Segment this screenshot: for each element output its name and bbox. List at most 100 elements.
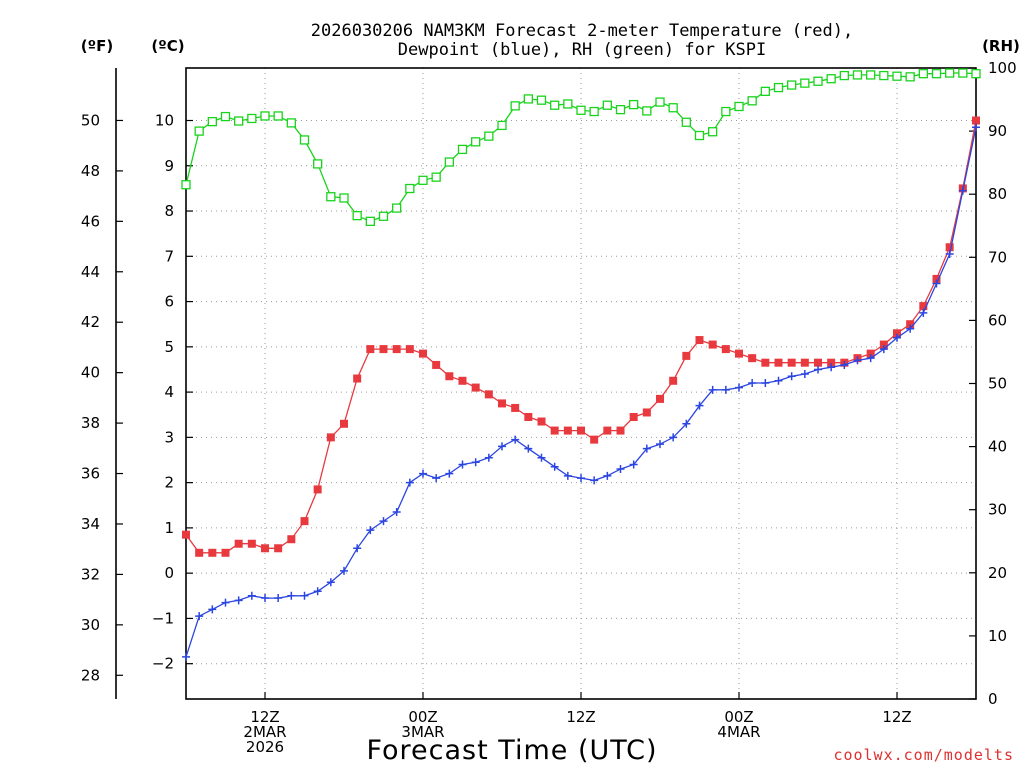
rh-point-57 [931, 69, 942, 79]
fahrenheit-tick-label-3: 34 [81, 515, 100, 533]
temperature-point-41 [721, 345, 730, 354]
axes: −2−1012345678910283032343638404244464850… [81, 59, 1017, 708]
temperature-point-0 [182, 530, 190, 539]
dewpoint-point-43 [748, 379, 757, 388]
rh-point-10 [313, 159, 323, 169]
x-axis-title: Forecast Time (UTC) [366, 735, 657, 766]
temperature-point-5 [247, 539, 256, 548]
fahrenheit-tick-label-2: 32 [81, 565, 100, 583]
source-credit: coolwx.com/modelts [833, 746, 1014, 764]
temperature-point-29 [563, 426, 572, 435]
dewpoint-point-46 [787, 372, 796, 381]
temperature-point-2 [208, 548, 217, 557]
dewpoint-point-54 [893, 333, 901, 342]
fahrenheit-tick-label-1: 30 [81, 616, 100, 634]
celsius-tick-label-5: 3 [164, 428, 174, 446]
dewpoint-point-4 [234, 596, 243, 605]
dewpoint-point-31 [590, 476, 599, 485]
temperature-point-35 [642, 408, 651, 417]
dewpoint-series [182, 123, 980, 661]
dewpoint-point-37 [669, 433, 678, 442]
rh-tick-label-3: 30 [988, 501, 1007, 519]
rh-tick-label-10: 100 [988, 59, 1017, 77]
temperature-point-17 [405, 345, 414, 354]
chart-title-line-1: 2026030206 NAM3KM Forecast 2-meter Tempe… [311, 21, 853, 41]
temperature-point-46 [787, 358, 796, 367]
temperature-point-7 [274, 544, 283, 553]
temperature-line [185, 120, 977, 554]
rh-point-52 [866, 70, 876, 80]
dewpoint-point-29 [563, 471, 572, 480]
dewpoint-point-39 [695, 401, 704, 410]
x-tick-label-0-line-1: 2MAR [243, 723, 286, 741]
temperature-point-39 [695, 336, 704, 345]
dewpoint-point-13 [353, 544, 362, 553]
dewpoint-point-20 [445, 469, 454, 478]
rh-point-30 [576, 105, 586, 115]
dewpoint-point-36 [656, 440, 664, 449]
rh-point-40 [708, 127, 718, 137]
temperature-point-52 [866, 349, 875, 358]
dewpoint-point-52 [866, 354, 875, 363]
dewpoint-point-1 [195, 612, 204, 621]
rh-point-23 [484, 131, 494, 141]
rh-point-15 [378, 211, 389, 221]
dewpoint-point-22 [471, 458, 480, 467]
fahrenheit-tick-label-9: 46 [81, 212, 100, 230]
x-tick-label-3-line-1: 4MAR [717, 723, 760, 741]
temperature-point-24 [498, 399, 506, 408]
rh-point-48 [813, 76, 823, 86]
dewpoint-point-9 [300, 591, 309, 600]
temperature-point-6 [261, 544, 269, 553]
dewpoint-point-34 [629, 460, 638, 469]
rh-tick-label-1: 10 [988, 627, 1007, 645]
temperature-point-30 [577, 426, 585, 435]
celsius-tick-label-3: 1 [164, 519, 174, 537]
temperature-point-58 [945, 243, 954, 252]
rh-point-45 [773, 82, 784, 93]
rh-point-38 [681, 117, 691, 127]
dewpoint-point-48 [814, 365, 822, 374]
chart-title-line-2: Dewpoint (blue), RH (green) for KSPI [398, 40, 766, 60]
rh-point-11 [326, 192, 336, 202]
temperature-point-23 [484, 390, 493, 399]
temperature-point-21 [458, 376, 467, 385]
temperature-point-9 [300, 517, 309, 526]
rh-point-27 [536, 95, 547, 105]
celsius-tick-label-1: −1 [152, 609, 174, 627]
temperature-point-18 [419, 349, 427, 358]
dewpoint-point-12 [340, 566, 348, 575]
rh-point-17 [405, 183, 415, 194]
temperature-point-38 [682, 351, 691, 360]
celsius-tick-label-10: 8 [164, 202, 174, 220]
rh-point-50 [839, 70, 849, 81]
rh-point-19 [431, 172, 441, 182]
data-series [181, 68, 981, 661]
rh-point-33 [615, 104, 626, 115]
temperature-point-28 [550, 426, 559, 435]
temperature-point-1 [195, 548, 204, 557]
dewpoint-point-30 [577, 474, 585, 483]
dewpoint-point-19 [432, 474, 441, 483]
temperature-point-16 [392, 345, 401, 354]
rh-point-14 [365, 216, 375, 226]
temperature-point-60 [972, 116, 980, 125]
dewpoint-point-3 [221, 598, 230, 607]
rh-point-35 [642, 106, 652, 116]
celsius-tick-label-12: 10 [155, 112, 174, 130]
celsius-unit-label: (ºC) [151, 37, 184, 55]
dewpoint-point-17 [405, 478, 414, 487]
rh-point-32 [602, 100, 612, 110]
x-tick-label-0-line-0: 12Z [250, 708, 279, 726]
temperature-point-37 [669, 376, 678, 385]
celsius-tick-label-0: −2 [152, 655, 174, 673]
temperature-series [182, 116, 980, 557]
rh-point-20 [444, 157, 454, 167]
dewpoint-point-5 [247, 591, 256, 600]
dewpoint-point-2 [208, 605, 217, 614]
fahrenheit-tick-label-4: 36 [81, 465, 100, 483]
temperature-point-20 [445, 372, 454, 381]
celsius-tick-label-6: 4 [164, 383, 174, 401]
rh-point-18 [418, 175, 428, 185]
